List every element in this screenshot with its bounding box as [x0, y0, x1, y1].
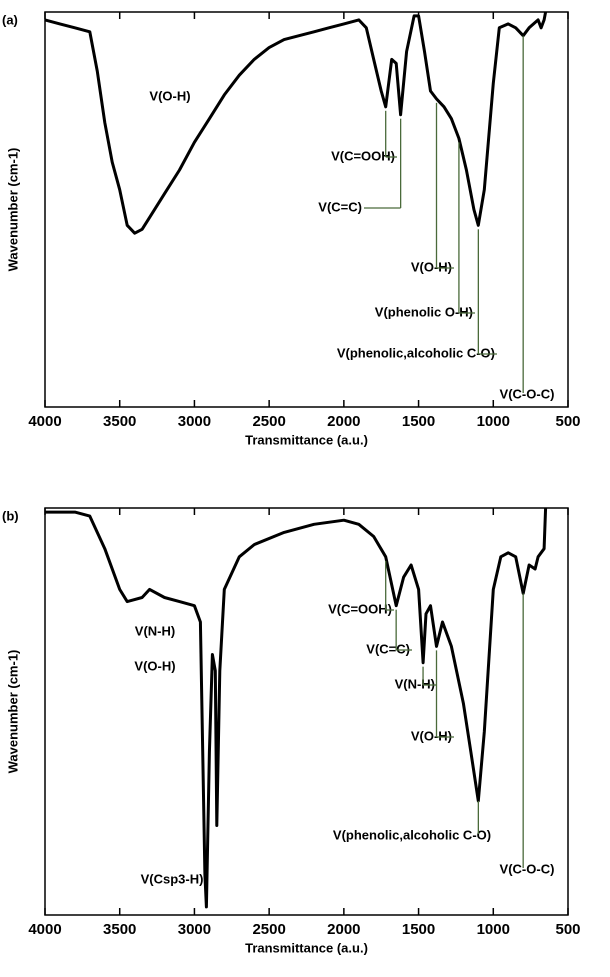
x-tick-label: 2500	[252, 921, 285, 938]
x-tick-label: 1500	[402, 413, 435, 430]
annotation: V(Csp3-H)	[141, 871, 204, 886]
x-tick-label: 1000	[477, 921, 510, 938]
y-axis-label: Wavenumber (cm-1)	[5, 148, 20, 272]
x-tick-label: 3000	[178, 413, 211, 430]
y-axis-label: Wavenumber (cm-1)	[5, 650, 20, 774]
x-tick-label: 2000	[327, 413, 360, 430]
x-tick-label: 3000	[178, 921, 211, 938]
annotation: V(O-H)	[411, 259, 452, 274]
x-tick-label: 2500	[252, 413, 285, 430]
annotation: V(N-H)	[395, 676, 435, 691]
annotation: V(phenolic,alcoholic C-O)	[337, 345, 495, 360]
spectrum-line	[44, 11, 548, 235]
x-tick-label: 4000	[28, 921, 61, 938]
annotation: V(C=C)	[366, 641, 410, 656]
spectrum-line	[45, 507, 548, 909]
annotation: V(O-H)	[134, 658, 175, 673]
x-axis-label: Transmittance (a.u.)	[245, 432, 368, 447]
x-tick-label: 3500	[103, 921, 136, 938]
annotation: V(C=C)	[318, 199, 362, 214]
x-tick-label: 2000	[327, 921, 360, 938]
plot-frame	[44, 11, 569, 408]
x-tick-label: 1500	[402, 921, 435, 938]
x-tick-label: 4000	[28, 413, 61, 430]
annotation: V(C-O-C)	[500, 386, 555, 401]
x-tick-label: 500	[555, 413, 580, 430]
annotation: V(C=OOH)	[328, 601, 392, 616]
annotation: V(phenolic O-H)	[375, 304, 473, 319]
x-tick-label: 1000	[477, 413, 510, 430]
annotation: V(O-H)	[411, 728, 452, 743]
x-tick-label: 500	[555, 921, 580, 938]
plot-frame	[44, 507, 569, 916]
annotation: V(O-H)	[149, 88, 190, 103]
x-tick-label: 3500	[103, 413, 136, 430]
panel-label: (b)	[2, 508, 19, 523]
annotation: V(N-H)	[135, 623, 175, 638]
x-axis-label: Transmittance (a.u.)	[245, 940, 368, 955]
annotation: V(C-O-C)	[500, 861, 555, 876]
annotation: V(phenolic,alcoholic C-O)	[333, 827, 491, 842]
panel-label: (a)	[2, 12, 18, 27]
annotation: V(C=OOH)	[331, 148, 395, 163]
